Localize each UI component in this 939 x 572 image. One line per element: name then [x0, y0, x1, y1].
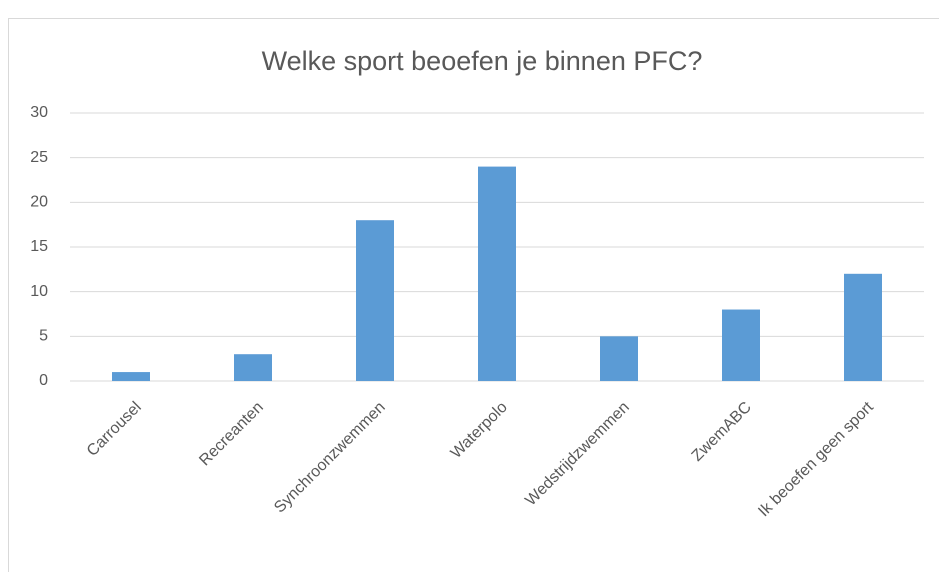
y-tick-label: 5	[39, 328, 48, 345]
x-tick-label: Recreanten	[196, 399, 267, 470]
x-tick-label: Wedstrijdzwemmen	[522, 399, 633, 510]
y-tick-label: 30	[30, 104, 48, 121]
x-tick-label: Carrousel	[84, 399, 145, 460]
y-tick-label: 20	[30, 194, 48, 211]
y-tick-label: 15	[30, 238, 48, 255]
bar	[356, 220, 394, 381]
bar	[234, 354, 272, 381]
bar	[844, 273, 882, 381]
x-tick-label: Ik beoefen geen sport	[755, 398, 877, 520]
bar	[722, 309, 760, 381]
y-tick-label: 0	[39, 372, 48, 389]
bar	[600, 336, 638, 381]
x-tick-label: Waterpolo	[448, 399, 511, 462]
y-tick-label: 25	[30, 149, 48, 166]
bar	[112, 372, 150, 381]
bar	[478, 166, 516, 381]
x-tick-label: Synchroonzwemmen	[271, 399, 389, 517]
chart-title: Welke sport beoefen je binnen PFC?	[262, 46, 703, 76]
x-tick-label: ZwemABC	[689, 399, 755, 465]
y-tick-label: 10	[30, 283, 48, 300]
chart-border	[8, 18, 939, 572]
